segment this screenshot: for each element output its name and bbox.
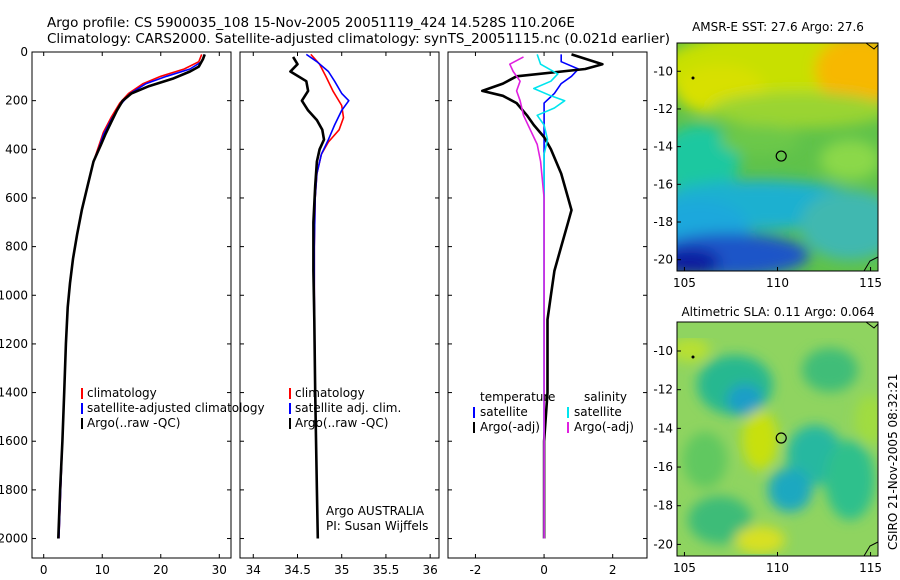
temperature-xtick-label: 20 [153,563,168,577]
sla-argo-location-marker [775,432,787,444]
sst-xtick-label: 115 [859,276,882,290]
depth-tick-label: 2000 [0,532,28,546]
temperature-legend-label: Argo(..raw -QC) [87,416,180,430]
sla-xtick-label: 115 [859,561,882,575]
depth-tick-label: 400 [5,142,28,156]
sla-map-axes: 105 110 115 -10 -12 -14 -16 -18 -20 [653,321,882,575]
argo-annotation: PI: Susan Wijffels [326,519,428,533]
sst-coastline [865,42,879,50]
figure-title-line2: Climatology: CARS2000. Satellite-adjuste… [47,31,670,47]
difference-series-sat [543,54,580,539]
sla-heatmap [677,322,878,556]
difference-xtick-label: 2 [609,563,617,577]
salinity-legend-label: Argo(..raw -QC) [295,416,388,430]
temperature-legend-title: temperature [480,390,555,404]
sst-argo-location-marker [775,150,787,162]
sla-ytick-label: -12 [653,383,673,397]
sla-map-panel: Altimetric SLA: 0.11 Argo: 0.064 105 110 1… [653,305,882,575]
salinity-xtick-label: 35.5 [373,563,400,577]
temperature-legend-label: Argo(-adj) [480,420,540,434]
sst-xtick-label: 105 [673,276,696,290]
salinity-legend-label: satellite [574,405,622,419]
sla-map-title: Altimetric SLA: 0.11 Argo: 0.064 [681,305,874,319]
depth-tick-label: 0 [20,45,28,59]
salinity-axes-frame [239,51,440,559]
difference-profile-panel: -202difference from climatologytemperatu… [447,51,648,580]
depth-tick-label: 1400 [0,386,28,400]
temperature-legend-label: climatology [87,386,157,400]
sst-ytick-label: -12 [653,102,673,116]
temperature-profile-panel: 0 200 400 600 800 1000 1200 1400 1600 1800 2000 0 10… [0,45,265,580]
temperature-series-sat [58,54,206,539]
credit-text: CSIRO 21-Nov-2005 08:32:21 [886,374,900,550]
sst-map-title: AMSR-E SST: 27.6 Argo: 27.6 [692,20,864,34]
sst-map-panel: AMSR-E SST: 27.6 Argo: 27.6 105 110 115 -10… [653,20,882,290]
sla-ytick-label: -10 [653,344,673,358]
argo-annotation: Argo AUSTRALIA [326,504,425,518]
difference-xtick-label: 0 [540,563,548,577]
temperature-xtick-label: 0 [40,563,48,577]
depth-tick-label: 200 [5,94,28,108]
sst-ytick-label: -20 [653,253,673,267]
sla-xtick-label: 105 [673,561,696,575]
salinity-legend-title: salinity [584,390,627,404]
sst-heatmap [677,43,878,271]
difference-xtick-label: -2 [469,563,481,577]
sst-island [691,76,695,80]
sst-map-axes: 105 110 115 -10 -12 -14 -16 -18 -20 [653,42,882,290]
temperature-xtick-label: 30 [212,563,227,577]
sla-island [691,355,695,359]
temperature-legend-label: satellite-adjusted climatology [87,401,265,415]
sst-ytick-label: -10 [653,64,673,78]
depth-tick-label: 1600 [0,434,28,448]
salinity-legend-label: climatology [295,386,365,400]
salinity-xtick-label: 34 [246,563,261,577]
sla-ytick-label: -14 [653,421,673,435]
temperature-axes-frame [31,51,232,559]
depth-tick-label: 600 [5,191,28,205]
temperature-series-argo [57,53,206,539]
sla-ytick-label: -20 [653,537,673,551]
sst-coastline [863,256,879,272]
figure-title-line1: Argo profile: CS 5900035_108 15-Nov-2005… [47,15,575,31]
sst-xtick-label: 110 [766,276,789,290]
salinity-series-argo [289,56,326,539]
sst-ytick-label: -16 [653,177,673,191]
salinity-legend-label: Argo(-adj) [574,420,634,434]
sla-xtick-label: 110 [766,561,789,575]
salinity-legend-label: satellite adj. clim. [295,401,401,415]
salinity-xtick-label: 34.5 [284,563,311,577]
difference-series-salargo [509,56,545,539]
salinity-xtick-label: 36 [423,563,438,577]
sla-coastline [865,321,879,329]
depth-tick-label: 1200 [0,337,28,351]
difference-series-salsat [533,54,566,539]
salinity-xtick-label: 35 [334,563,349,577]
difference-axes-frame [447,51,648,559]
sst-ytick-label: -14 [653,140,673,154]
temperature-series-clim [58,54,203,539]
salinity-profile-panel: 3434.53535.536salinityclimatologysatelli… [239,51,440,580]
sla-ytick-label: -16 [653,460,673,474]
difference-series-argo [481,53,604,539]
depth-tick-label: 1000 [0,288,28,302]
depth-tick-label: 800 [5,240,28,254]
temperature-legend-label: satellite [480,405,528,419]
sst-ytick-label: -18 [653,215,673,229]
sla-ytick-label: -18 [653,499,673,513]
sla-coastline [863,541,879,557]
temperature-xtick-label: 10 [95,563,110,577]
depth-tick-label: 1800 [0,483,28,497]
